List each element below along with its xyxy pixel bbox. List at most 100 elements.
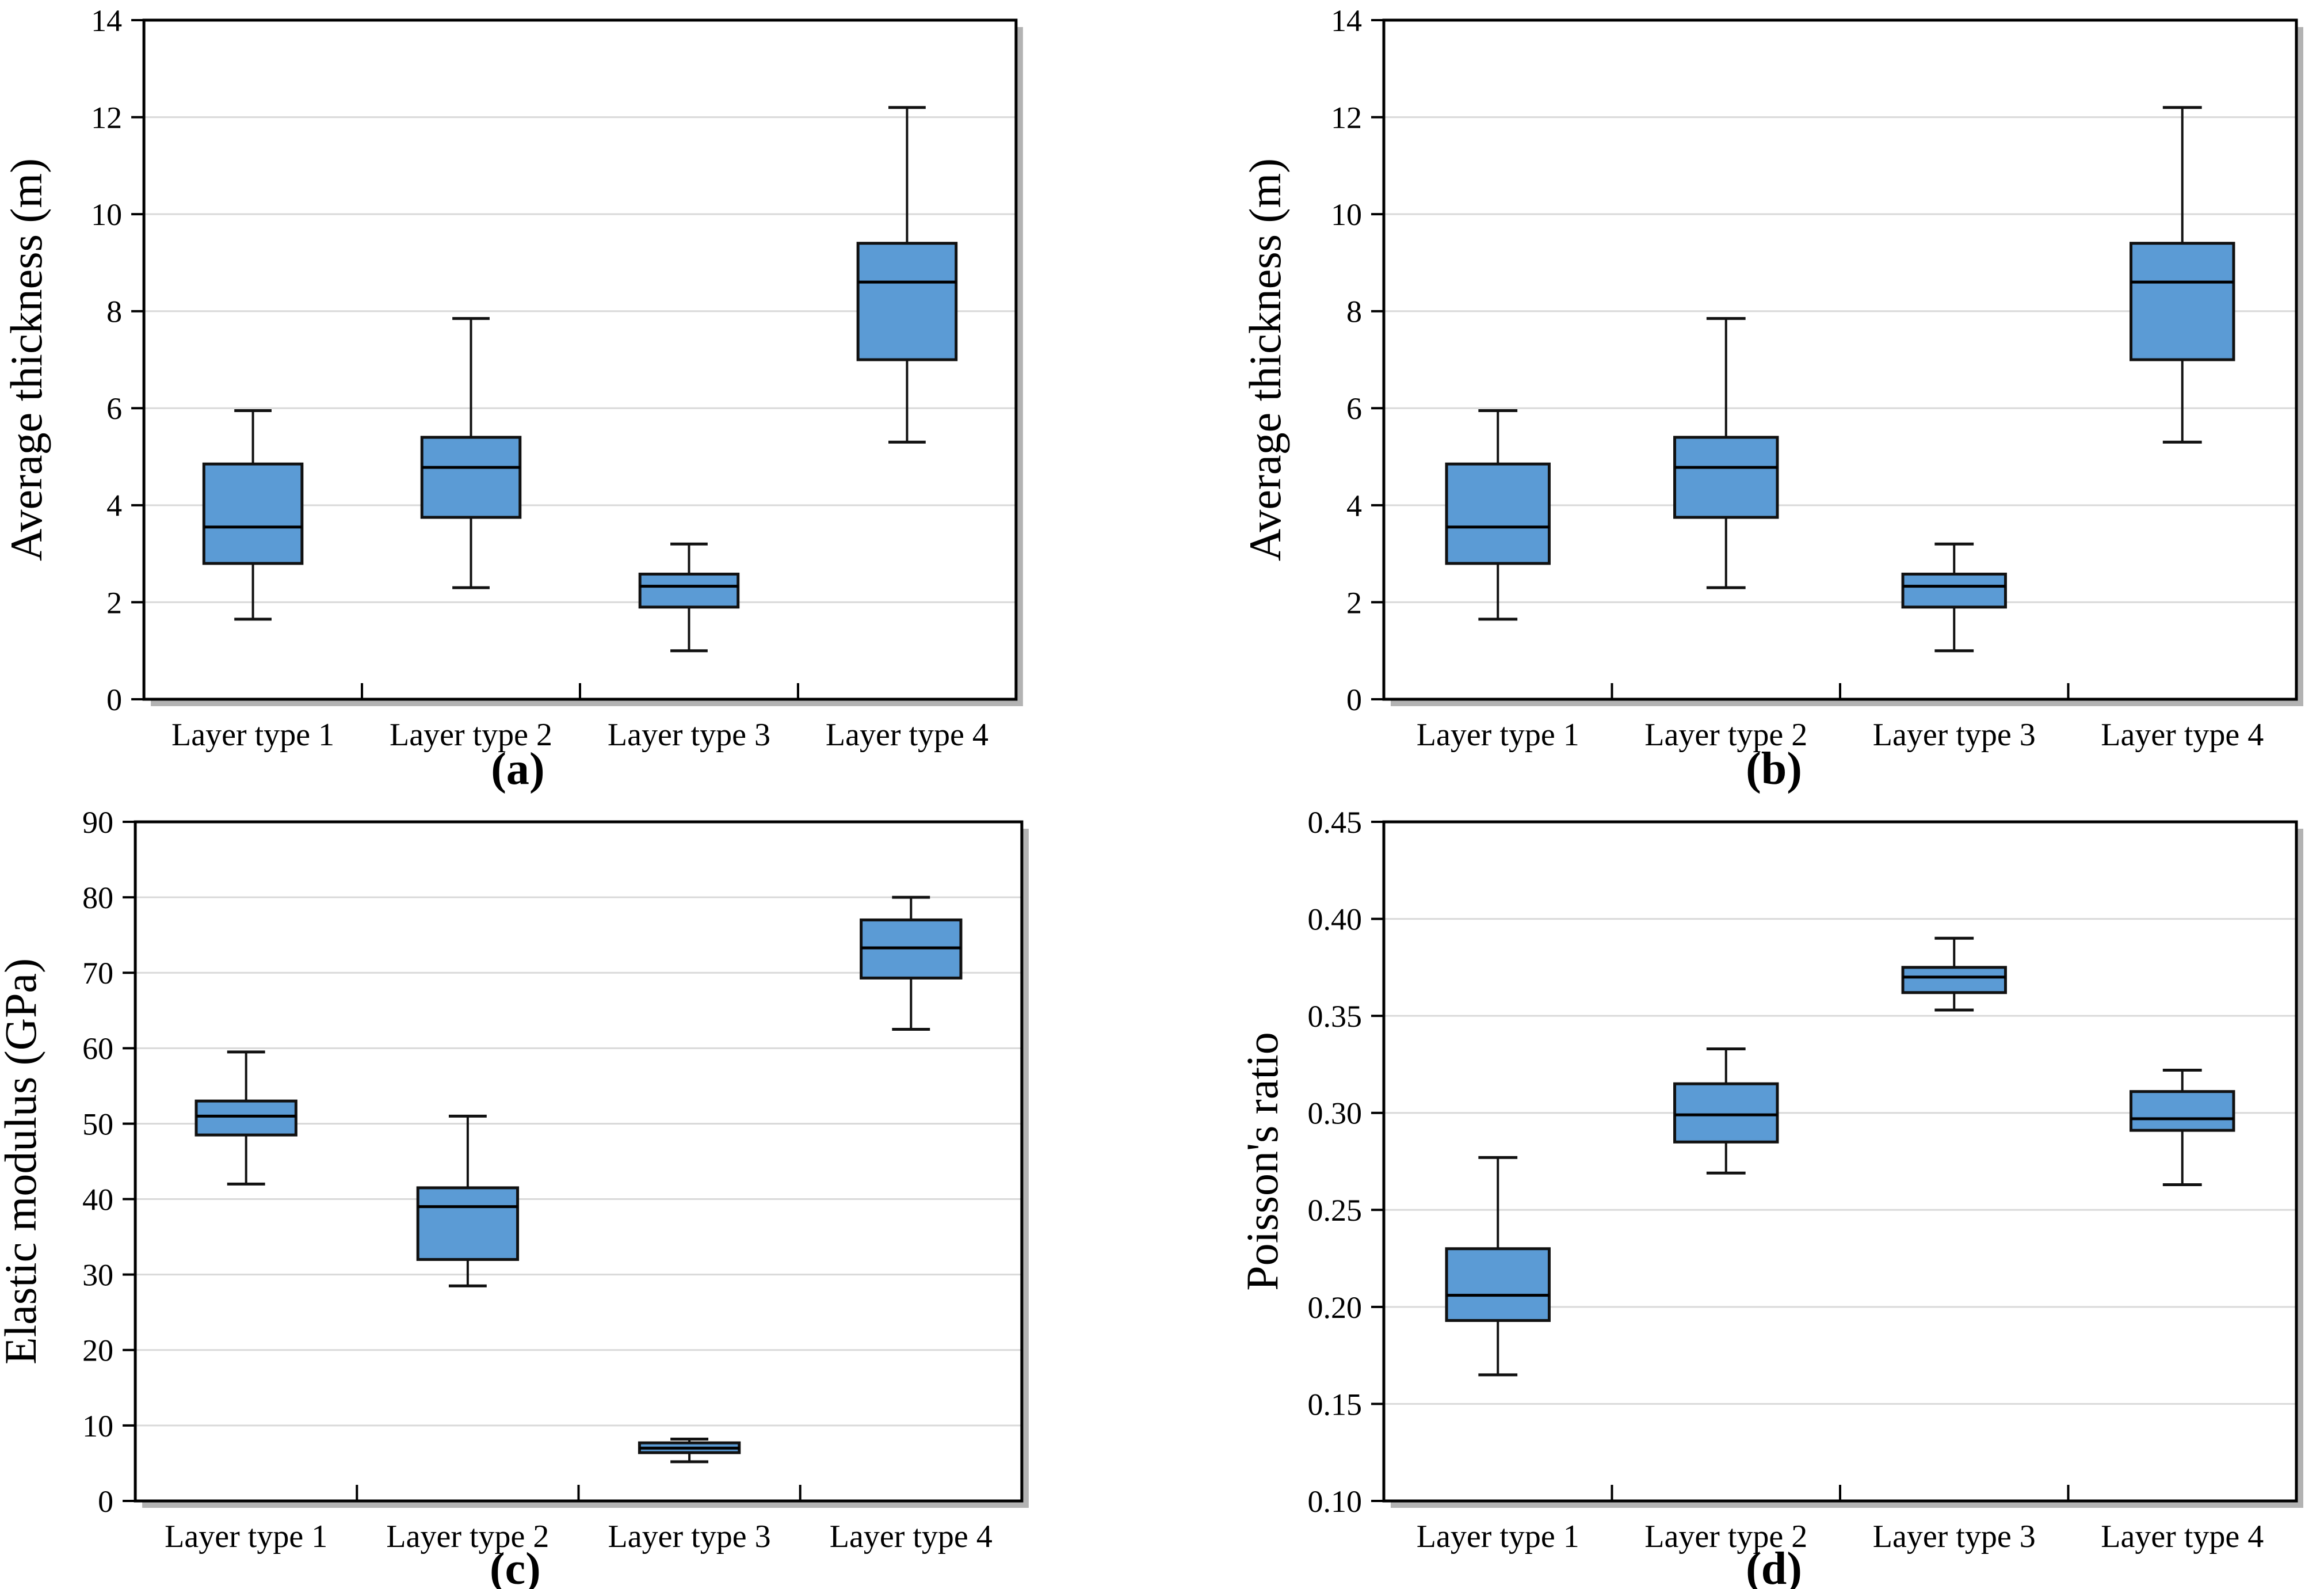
y-tick-label: 10: [91, 197, 122, 232]
category-label: Layer type 3: [608, 717, 770, 753]
box-layer-type-1: [202, 409, 304, 621]
plot-frame: [1382, 18, 2298, 701]
category-label: Layer type 4: [2101, 1519, 2264, 1554]
y-tick-label: 60: [82, 1031, 113, 1066]
panel-caption: (c): [490, 1544, 541, 1589]
category-label: Layer type 1: [1417, 1519, 1579, 1554]
y-axis-title: Elastic modulus (GPa): [0, 958, 45, 1365]
iqr-box: [1445, 462, 1551, 565]
y-tick-label: 6: [1346, 391, 1362, 426]
category-label: Layer type 2: [386, 1519, 549, 1554]
y-tick-label: 8: [1346, 295, 1362, 329]
iqr-box: [1901, 966, 2007, 994]
iqr-box: [638, 573, 740, 609]
iqr-box: [416, 1186, 520, 1261]
y-tick-label: 10: [82, 1409, 113, 1443]
boxplot-panel-c: 0 10 20 30 40 50 60 70 80 90 Layer type 1 Layer typ…: [0, 805, 1029, 1589]
category-label: Layer type 1: [1417, 717, 1579, 753]
category-label: Layer type 4: [2101, 717, 2264, 753]
category-label: Layer type 3: [1873, 1519, 2036, 1554]
category-label: Layer type 2: [1644, 717, 1807, 753]
y-tick-label: 0.40: [1308, 902, 1363, 936]
category-label: Layer type 1: [165, 1519, 327, 1554]
y-tick-label: 0.15: [1308, 1387, 1363, 1422]
y-tick-label: 4: [1346, 489, 1362, 523]
panel-caption: (a): [491, 744, 544, 794]
box-layer-type-3: [1901, 936, 2007, 1012]
y-tick-label: 0.30: [1308, 1096, 1363, 1131]
y-tick-label: 12: [1331, 100, 1362, 135]
box-layer-type-1: [1445, 409, 1551, 621]
y-tick-label: 2: [1346, 585, 1362, 620]
boxplot-panel-b: 0 2 4 6 8 10 12 14 Layer type 1 Layer type 2 Layer…: [1240, 3, 2303, 794]
iqr-box: [1673, 1082, 1779, 1144]
category-label: Layer type 4: [830, 1519, 993, 1554]
panel-c: 0 10 20 30 40 50 60 70 80 90 Layer type 1 Layer typ…: [0, 794, 1162, 1589]
y-tick-label: 40: [82, 1182, 113, 1217]
box-layer-type-4: [2130, 1069, 2235, 1186]
y-tick-label: 14: [91, 3, 122, 38]
box-layer-type-2: [1673, 1047, 1779, 1175]
y-tick-label: 10: [1331, 197, 1362, 232]
category-label: Layer type 3: [608, 1519, 771, 1554]
iqr-box: [1673, 436, 1779, 519]
iqr-box: [194, 1099, 297, 1137]
y-tick-label: 50: [82, 1107, 113, 1141]
iqr-box: [1445, 1247, 1551, 1322]
plot-frame: [1382, 820, 2298, 1503]
y-tick-label: 0: [1346, 683, 1362, 717]
iqr-box: [202, 462, 304, 565]
plot-frame: [142, 18, 1018, 701]
y-tick-label: 8: [106, 295, 122, 329]
plot-background: [1384, 822, 2296, 1501]
y-tick-label: 0.20: [1308, 1290, 1363, 1325]
y-tick-label: 0.10: [1308, 1484, 1363, 1519]
iqr-box: [856, 242, 958, 361]
category-label: Layer type 4: [826, 717, 989, 753]
y-tick-label: 0.35: [1308, 999, 1363, 1034]
panel-caption: (d): [1746, 1544, 1802, 1589]
y-tick-label: 12: [91, 100, 122, 135]
iqr-box: [1901, 573, 2007, 609]
box-layer-type-2: [1673, 317, 1779, 589]
y-tick-label: 90: [82, 805, 113, 840]
iqr-box: [420, 436, 522, 519]
category-label: Layer type 1: [171, 717, 334, 753]
boxplot-panel-a: 0 2 4 6 8 10 12 14 Layer type 1 Layer type 2 Layer…: [1, 3, 1023, 794]
panel-a: 0 2 4 6 8 10 12 14 Layer type 1 Layer type 2 Layer…: [0, 0, 1162, 794]
box-layer-type-4: [856, 106, 958, 444]
box-layer-type-4: [860, 896, 963, 1031]
plot-frame: [133, 820, 1024, 1503]
box-layer-type-1: [1445, 1156, 1551, 1377]
y-tick-label: 0: [98, 1484, 113, 1519]
y-tick-label: 20: [82, 1333, 113, 1368]
panel-caption: (b): [1746, 744, 1802, 794]
box-layer-type-3: [638, 1437, 741, 1464]
panel-b: 0 2 4 6 8 10 12 14 Layer type 1 Layer type 2 Layer…: [1162, 0, 2324, 794]
y-tick-label: 80: [82, 881, 113, 915]
y-tick-label: 4: [106, 489, 122, 523]
y-tick-label: 0: [106, 683, 122, 717]
box-layer-type-3: [1901, 542, 2007, 653]
category-label: Layer type 2: [390, 717, 552, 753]
category-label: Layer type 3: [1873, 717, 2036, 753]
y-tick-label: 0.25: [1308, 1193, 1363, 1228]
iqr-box: [2130, 242, 2235, 361]
y-tick-label: 6: [106, 391, 122, 426]
y-axis-title: Average thickness (m): [1240, 158, 1290, 561]
iqr-box: [2130, 1090, 2235, 1132]
y-axis-title: Average thickness (m): [1, 158, 51, 561]
box-layer-type-3: [638, 542, 740, 653]
y-tick-label: 70: [82, 956, 113, 990]
y-tick-label: 0.45: [1308, 805, 1363, 840]
y-axis-title: Poisson's ratio: [1237, 1032, 1287, 1291]
box-layer-type-1: [194, 1050, 297, 1186]
category-label: Layer type 2: [1644, 1519, 1807, 1554]
panel-d: 0.10 0.15 0.20 0.25 0.30 0.35 0.40 0.45 Layer ty…: [1162, 794, 2324, 1589]
box-layer-type-4: [2130, 106, 2235, 444]
box-layer-type-2: [420, 317, 522, 589]
box-layer-type-2: [416, 1114, 520, 1287]
y-tick-label: 2: [106, 585, 122, 620]
y-tick-label: 14: [1331, 3, 1362, 38]
